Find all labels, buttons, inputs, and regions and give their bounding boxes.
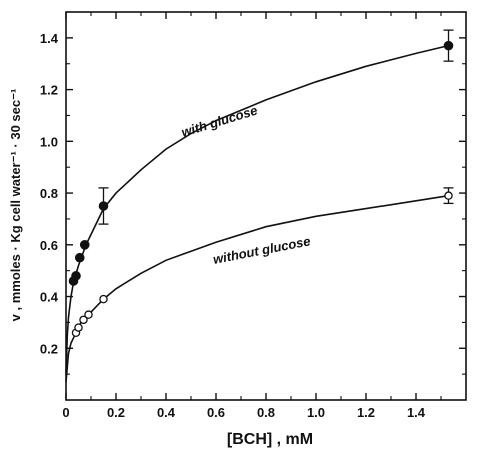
y-tick-label: 0.4 bbox=[40, 290, 59, 305]
data-point-without-glucose bbox=[74, 323, 83, 332]
y-axis-title: v , mmoles · Kg cell water⁻¹ · 30 sec⁻¹ bbox=[8, 89, 23, 322]
data-point-without-glucose bbox=[79, 315, 88, 325]
series-label-with-glucose: with glucose bbox=[179, 103, 259, 140]
data-points bbox=[68, 29, 454, 337]
x-tick-label: 0.2 bbox=[107, 405, 125, 420]
x-axis-title: [BCH] , mM bbox=[227, 431, 313, 448]
data-point-with-glucose bbox=[74, 252, 85, 263]
x-tick-label: 1.2 bbox=[357, 405, 375, 420]
y-tick-label: 0.2 bbox=[40, 341, 58, 356]
y-tick-label: 1.0 bbox=[40, 134, 58, 149]
fit-curves bbox=[65, 44, 449, 382]
y-tick-label: 1.2 bbox=[40, 83, 58, 98]
data-point-without-glucose bbox=[84, 310, 93, 319]
x-tick-label: 1.0 bbox=[307, 405, 325, 420]
data-point-with-glucose bbox=[98, 201, 109, 211]
x-tick-label: 0.4 bbox=[157, 405, 176, 420]
fit-curve-with-glucose bbox=[65, 44, 449, 375]
y-tick-label: 0.8 bbox=[40, 186, 58, 201]
x-tick-label: 0 bbox=[62, 405, 69, 420]
plot-frame bbox=[65, 11, 467, 401]
data-point-with-glucose bbox=[443, 40, 454, 51]
y-tick-label: 0.6 bbox=[40, 238, 58, 253]
axis-ticks: 0 0.2 0.4 0.6 0.8 1.0 1.2 1.4 0.2 0.4 0.6 0.8 1.0 1.2… bbox=[40, 11, 466, 420]
data-point-without-glucose bbox=[444, 191, 453, 200]
plot-border bbox=[65, 11, 467, 401]
x-tick-label: 0.8 bbox=[257, 405, 275, 420]
data-point-with-glucose bbox=[79, 240, 90, 250]
data-point-without-glucose bbox=[99, 294, 108, 304]
x-tick-label: 0.6 bbox=[207, 405, 225, 420]
data-point-with-glucose bbox=[71, 271, 81, 281]
fit-curve-without-glucose bbox=[65, 194, 449, 382]
y-tick-label: 1.4 bbox=[40, 31, 59, 46]
x-tick-label: 1.4 bbox=[407, 405, 426, 420]
